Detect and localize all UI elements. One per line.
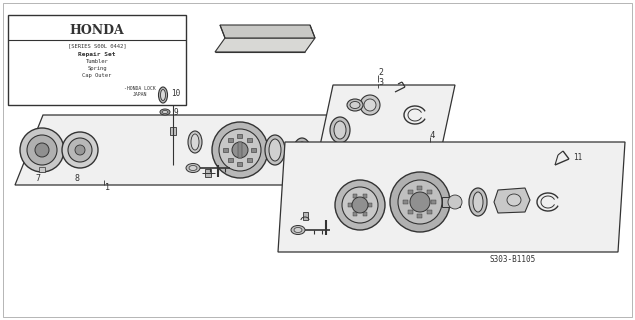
Text: Tumbler: Tumbler [86,59,109,63]
Circle shape [62,132,98,168]
Circle shape [27,135,57,165]
Circle shape [20,128,64,172]
Circle shape [219,129,261,171]
Ellipse shape [162,110,168,114]
Bar [363,212,367,216]
Ellipse shape [269,139,281,161]
Text: 11: 11 [573,153,582,162]
Text: JAPAN: JAPAN [133,92,147,97]
Bar [303,212,308,220]
Bar [8,15,186,105]
Bar [251,148,257,152]
Polygon shape [215,38,315,52]
Bar [227,158,232,162]
Bar [432,200,436,204]
Ellipse shape [334,121,346,139]
Polygon shape [278,142,625,252]
Text: S303-B1105: S303-B1105 [490,255,536,265]
Ellipse shape [188,131,202,153]
Bar [353,194,357,198]
Circle shape [398,180,442,224]
Text: [SERIES S00L 0442]: [SERIES S00L 0442] [68,44,126,49]
Bar [427,210,432,214]
Text: 9: 9 [173,108,178,116]
Text: 1: 1 [105,182,110,191]
Ellipse shape [291,226,305,235]
Bar [205,169,211,177]
Ellipse shape [191,134,199,150]
Bar [238,142,242,158]
Bar [170,127,176,135]
Ellipse shape [161,90,166,100]
Bar [348,203,352,207]
Text: Cap Outer: Cap Outer [83,73,112,77]
Ellipse shape [347,99,363,111]
Bar [224,148,229,152]
Circle shape [335,180,385,230]
Bar [39,167,45,172]
Text: Spring: Spring [87,66,107,70]
Text: 8: 8 [74,173,79,182]
Bar [237,162,243,166]
Circle shape [75,145,85,155]
Bar [368,203,372,207]
Ellipse shape [160,109,170,115]
Polygon shape [318,85,455,155]
Ellipse shape [293,138,311,166]
Ellipse shape [265,135,285,165]
Ellipse shape [186,164,200,172]
Bar [363,194,367,198]
Ellipse shape [350,101,360,108]
Ellipse shape [473,192,483,212]
Circle shape [410,192,430,212]
Ellipse shape [294,228,302,233]
Bar [248,158,252,162]
Polygon shape [442,197,460,207]
Circle shape [364,99,376,111]
Text: 10: 10 [171,89,180,98]
Text: HONDA: HONDA [70,23,124,36]
Circle shape [352,197,368,213]
Circle shape [35,143,49,157]
Bar [403,200,408,204]
Bar [417,214,422,218]
Circle shape [342,187,378,223]
Bar [427,190,432,194]
Text: Repair Set: Repair Set [78,52,116,57]
Circle shape [448,195,462,209]
Ellipse shape [507,194,521,206]
Circle shape [360,95,380,115]
Bar [417,186,422,190]
Bar [248,138,252,142]
Bar [408,190,413,194]
Circle shape [212,122,268,178]
Ellipse shape [159,87,168,103]
Ellipse shape [297,142,307,162]
Text: 2: 2 [378,68,383,76]
Bar [353,212,357,216]
Text: 3: 3 [378,77,383,86]
Ellipse shape [330,117,350,143]
Ellipse shape [189,165,197,171]
Text: 4: 4 [430,131,436,140]
Circle shape [232,142,248,158]
Polygon shape [220,25,315,38]
Bar [227,138,232,142]
Text: 7: 7 [36,173,41,182]
Circle shape [390,172,450,232]
Circle shape [68,138,92,162]
Text: -HONDA LOCK: -HONDA LOCK [124,85,156,91]
Polygon shape [15,115,378,185]
Bar [237,134,243,138]
Bar [408,210,413,214]
Ellipse shape [469,188,487,216]
Polygon shape [494,188,530,213]
